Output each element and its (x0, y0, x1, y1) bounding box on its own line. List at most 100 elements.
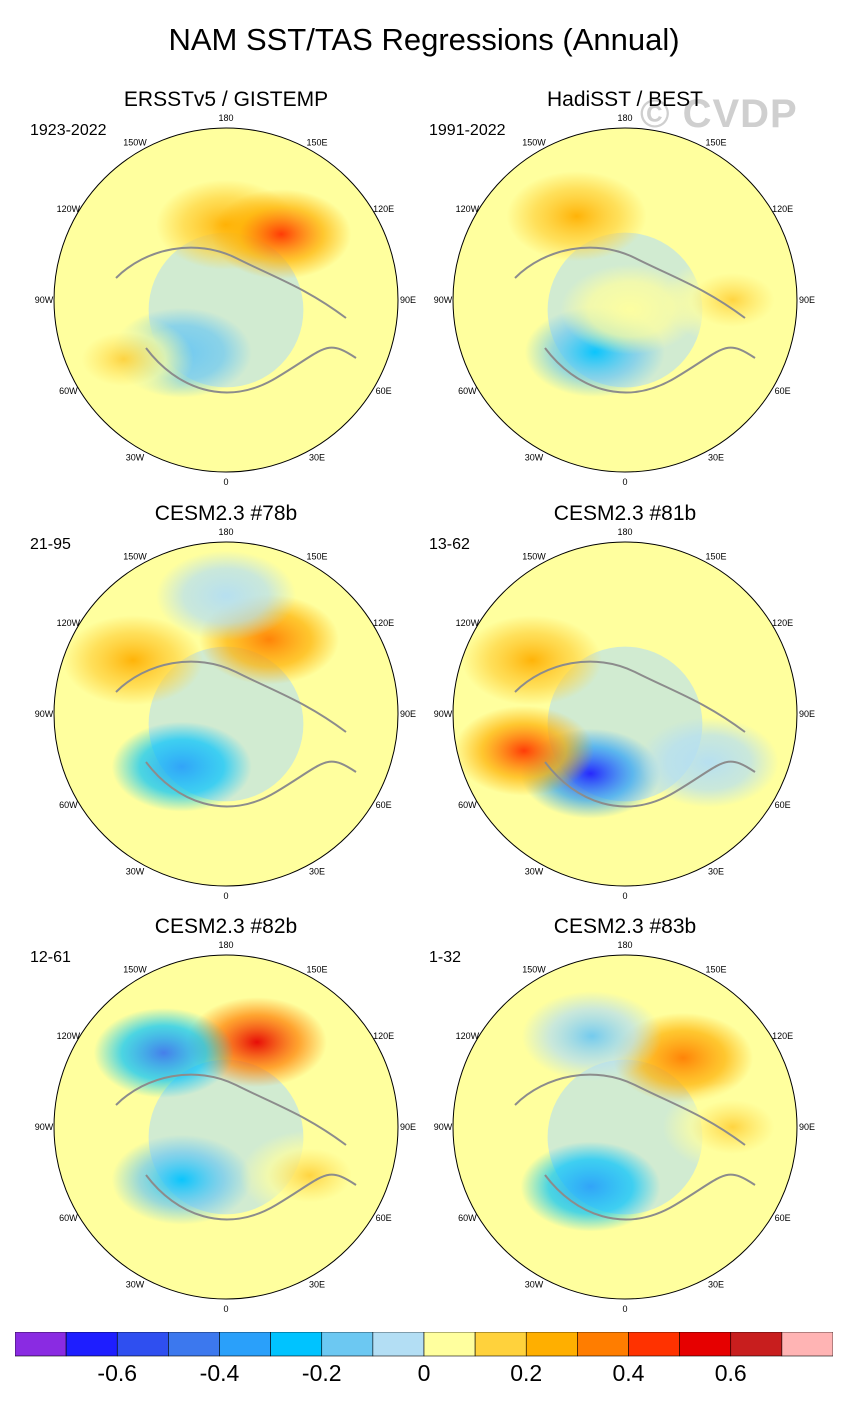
colorbar-segment (270, 1332, 323, 1357)
period-label: 21-95 (30, 536, 71, 553)
coastline (115, 660, 347, 733)
coastline (115, 246, 347, 319)
longitude-label: 120W (57, 1031, 81, 1041)
longitude-label: 90W (35, 709, 54, 719)
longitude-label: 180 (617, 113, 632, 123)
map-panel: CESM2.3 #78b 180 150E 120E 90E 60E 30E 0 30W 60W 9… (26, 502, 426, 902)
anomaly-region (662, 255, 797, 345)
longitude-label: 180 (218, 527, 233, 537)
longitude-label: 30W (126, 453, 145, 463)
longitude-label: 60E (775, 800, 791, 810)
map-panel: HadiSST / BEST 180 150E 120E 90E 60E 30E 0 30W 60… (425, 88, 825, 488)
longitude-label: 60W (458, 800, 477, 810)
map-border (452, 541, 798, 887)
longitude-label: 150W (123, 137, 147, 147)
period-label: 1991-2022 (429, 122, 506, 139)
period-label: 13-62 (429, 536, 470, 553)
longitude-label: 150W (123, 551, 147, 561)
longitude-label: 30E (309, 453, 325, 463)
coastline (544, 346, 756, 394)
period-label: 1-32 (429, 949, 462, 966)
polar-map: 180 150E 120E 90E 60E 30E 0 30W 60W 90W 120W 150W (434, 113, 815, 487)
panel-title: CESM2.3 #78b (154, 502, 298, 525)
longitude-label: 60E (775, 1213, 791, 1223)
longitude-label: 30E (708, 453, 724, 463)
longitude-label: 180 (617, 527, 632, 537)
longitude-label: 30W (126, 1280, 145, 1290)
map-border (452, 954, 798, 1300)
colorbar-tick-label: -0.2 (301, 1360, 342, 1386)
polar-map: 180 150E 120E 90E 60E 30E 0 30W 60W 90W 120W 150W (434, 527, 815, 901)
anomaly-region (239, 1130, 380, 1221)
longitude-label: 120E (772, 618, 793, 628)
longitude-label: 30W (525, 867, 544, 877)
longitude-label: 90W (35, 295, 54, 305)
longitude-label: 60E (376, 800, 392, 810)
longitude-label: 60E (775, 386, 791, 396)
longitude-label: 120E (373, 618, 394, 628)
coastline (544, 760, 756, 808)
anomaly-region (560, 264, 701, 355)
longitude-label: 60W (458, 386, 477, 396)
coastline (115, 1073, 347, 1146)
panel-title: ERSSTv5 / GISTEMP (123, 88, 329, 111)
polar-map: 180 150E 120E 90E 60E 30E 0 30W 60W 90W 120W 150W (35, 527, 416, 901)
anomaly-region (62, 615, 203, 706)
longitude-label: 150W (123, 964, 147, 974)
longitude-label: 90W (434, 709, 453, 719)
colorbar-segment (15, 1332, 67, 1357)
longitude-label: 150E (306, 551, 327, 561)
map-border (53, 954, 399, 1300)
longitude-label: 0 (622, 1304, 627, 1314)
polar-map: 180 150E 120E 90E 60E 30E 0 30W 60W 90W 120W 150W (434, 940, 815, 1314)
colorbar-segment (679, 1332, 732, 1357)
longitude-label: 180 (617, 940, 632, 950)
longitude-label: 30E (708, 1280, 724, 1290)
map-panel: CESM2.3 #81b 180 150E 120E 90E 60E 30E 0 30W 60W 9… (425, 502, 825, 902)
colorbar-segment (474, 1332, 527, 1357)
longitude-label: 180 (218, 940, 233, 950)
longitude-label: 30E (708, 867, 724, 877)
anomaly-region (54, 314, 194, 405)
panel-title: CESM2.3 #81b (553, 502, 697, 525)
longitude-label: 30E (309, 1280, 325, 1290)
figure-title: NAM SST/TAS Regressions (Annual) (168, 22, 680, 57)
longitude-label: 0 (622, 477, 627, 487)
longitude-label: 120W (456, 204, 480, 214)
longitude-label: 90W (434, 1122, 453, 1132)
longitude-label: 90E (799, 295, 815, 305)
longitude-label: 0 (223, 477, 228, 487)
colorbar-tick-label: 0 (417, 1360, 431, 1386)
colorbar-segment (781, 1332, 833, 1357)
anomaly-region (461, 615, 602, 706)
anomaly-region (211, 189, 352, 280)
anomaly-region (506, 171, 647, 262)
polar-map: 180 150E 120E 90E 60E 30E 0 30W 60W 90W 120W 150W (35, 113, 416, 487)
longitude-label: 120W (456, 618, 480, 628)
anomaly-region (521, 991, 662, 1082)
longitude-label: 120E (373, 204, 394, 214)
longitude-label: 30E (309, 867, 325, 877)
anomaly-region (156, 550, 296, 641)
anomaly-region (453, 705, 594, 796)
coastline (145, 1173, 357, 1221)
longitude-label: 90W (434, 295, 453, 305)
colorbar-tick-label: -0.6 (97, 1360, 138, 1386)
longitude-label: 150E (306, 137, 327, 147)
colorbar-tick-label: 0.6 (714, 1360, 747, 1386)
colorbar-segment (577, 1332, 629, 1357)
longitude-label: 180 (218, 113, 233, 123)
longitude-label: 0 (223, 1304, 228, 1314)
colorbar (15, 1332, 833, 1357)
colorbar-segment (730, 1332, 783, 1357)
longitude-label: 90E (400, 295, 416, 305)
longitude-label: 60E (376, 386, 392, 396)
colorbar-segment (525, 1332, 578, 1357)
longitude-label: 120E (772, 204, 793, 214)
longitude-label: 120E (772, 1031, 793, 1041)
longitude-label: 60W (59, 386, 78, 396)
colorbar-segment (219, 1332, 271, 1357)
longitude-label: 90W (35, 1122, 54, 1132)
panel-title: CESM2.3 #83b (553, 915, 697, 938)
longitude-label: 90E (799, 1122, 815, 1132)
